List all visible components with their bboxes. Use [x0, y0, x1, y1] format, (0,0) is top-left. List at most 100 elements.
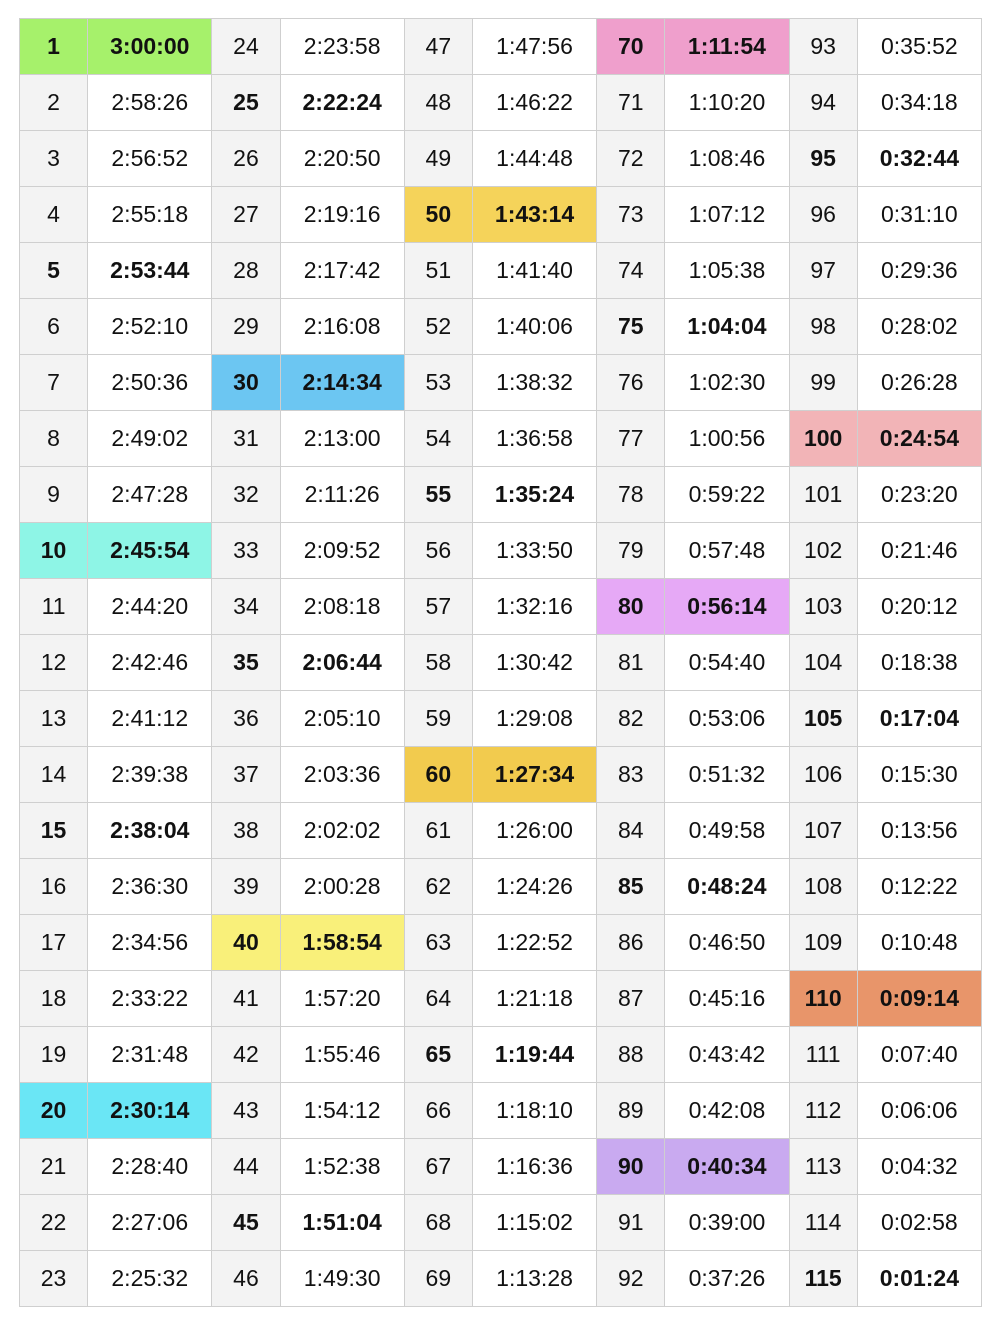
entry-number: 55: [403, 466, 473, 523]
entry-number: 53: [403, 354, 473, 411]
entry-number: 7: [18, 354, 89, 411]
entry-time: 0:53:06: [664, 690, 790, 747]
entry-number: 16: [18, 858, 89, 915]
entry-number: 41: [211, 970, 281, 1027]
entry-time: 0:59:22: [664, 466, 790, 523]
entry-number: 71: [596, 74, 666, 131]
entry-time: 2:55:18: [87, 186, 213, 243]
entry-time: 1:49:30: [279, 1250, 405, 1307]
entry-number: 77: [596, 410, 666, 467]
entry-time: 1:00:56: [664, 410, 790, 467]
entry-time: 0:46:50: [664, 914, 790, 971]
entry-number: 11: [18, 578, 89, 635]
entry-number: 67: [403, 1138, 473, 1195]
entry-time: 1:47:56: [471, 18, 598, 75]
entry-number: 88: [596, 1026, 666, 1083]
entry-number: 85: [596, 858, 666, 915]
entry-number: 83: [596, 746, 666, 803]
entry-number: 74: [596, 242, 666, 299]
entry-time: 0:54:40: [664, 634, 790, 691]
entry-number: 1: [18, 18, 89, 75]
entry-number: 68: [403, 1194, 473, 1251]
entry-time: 1:26:00: [471, 802, 598, 859]
entry-time: 2:47:28: [87, 466, 213, 523]
entry-time: 0:34:18: [856, 74, 983, 131]
entry-time: 0:43:42: [664, 1026, 790, 1083]
entry-number: 76: [596, 354, 666, 411]
entry-time: 1:19:44: [471, 1026, 598, 1083]
entry-number: 23: [18, 1250, 89, 1307]
entry-number: 21: [18, 1138, 89, 1195]
entry-time: 1:46:22: [471, 74, 598, 131]
entry-time: 2:05:10: [279, 690, 405, 747]
entry-number: 57: [403, 578, 473, 635]
table-row: 1 3:00:00 24 2:23:58 47 1:47:56 70 1:11:54 93 0:3…: [18, 18, 983, 75]
entry-number: 84: [596, 802, 666, 859]
entry-number: 19: [18, 1026, 89, 1083]
entry-number: 72: [596, 130, 666, 187]
entry-time: 1:58:54: [279, 914, 405, 971]
entry-time: 1:54:12: [279, 1082, 405, 1139]
entry-time: 1:57:20: [279, 970, 405, 1027]
entry-time: 0:01:24: [856, 1250, 983, 1307]
table-row: 3 2:56:52 26 2:20:50 49 1:44:48 72 1:08:46 95 0:3…: [18, 130, 983, 187]
entry-time: 1:22:52: [471, 914, 598, 971]
entry-number: 61: [403, 802, 473, 859]
entry-time: 0:15:30: [856, 746, 983, 803]
entry-number: 100: [788, 410, 858, 467]
entry-number: 93: [788, 18, 858, 75]
entry-number: 107: [788, 802, 858, 859]
entry-number: 73: [596, 186, 666, 243]
entry-time: 0:57:48: [664, 522, 790, 579]
entry-number: 58: [403, 634, 473, 691]
entry-number: 87: [596, 970, 666, 1027]
entry-time: 2:33:22: [87, 970, 213, 1027]
entry-number: 111: [788, 1026, 858, 1083]
entry-time: 1:29:08: [471, 690, 598, 747]
entry-time: 2:13:00: [279, 410, 405, 467]
entry-number: 4: [18, 186, 89, 243]
entry-number: 95: [788, 130, 858, 187]
entry-time: 0:10:48: [856, 914, 983, 971]
table-row: 5 2:53:44 28 2:17:42 51 1:41:40 74 1:05:38 97 0:2…: [18, 242, 983, 299]
entry-number: 81: [596, 634, 666, 691]
entry-number: 29: [211, 298, 281, 355]
entry-time: 2:45:54: [87, 522, 213, 579]
entry-time: 1:41:40: [471, 242, 598, 299]
entry-time: 1:43:14: [471, 186, 598, 243]
entry-time: 1:52:38: [279, 1138, 405, 1195]
entry-time: 0:09:14: [856, 970, 983, 1027]
entry-time: 2:03:36: [279, 746, 405, 803]
entry-number: 69: [403, 1250, 473, 1307]
entry-number: 79: [596, 522, 666, 579]
entry-time: 0:26:28: [856, 354, 983, 411]
entry-number: 14: [18, 746, 89, 803]
entry-time: 0:29:36: [856, 242, 983, 299]
entry-number: 63: [403, 914, 473, 971]
entry-time: 2:34:56: [87, 914, 213, 971]
entry-number: 101: [788, 466, 858, 523]
entry-time: 0:37:26: [664, 1250, 790, 1307]
entry-number: 109: [788, 914, 858, 971]
entry-number: 37: [211, 746, 281, 803]
entry-number: 104: [788, 634, 858, 691]
entry-number: 103: [788, 578, 858, 635]
entry-number: 47: [403, 18, 473, 75]
entry-number: 94: [788, 74, 858, 131]
entry-time: 0:49:58: [664, 802, 790, 859]
entry-number: 5: [18, 242, 89, 299]
entry-number: 89: [596, 1082, 666, 1139]
entry-time: 0:21:46: [856, 522, 983, 579]
entry-number: 6: [18, 298, 89, 355]
entry-number: 110: [788, 970, 858, 1027]
entry-time: 1:04:04: [664, 298, 790, 355]
entry-number: 90: [596, 1138, 666, 1195]
table-row: 6 2:52:10 29 2:16:08 52 1:40:06 75 1:04:04 98 0:2…: [18, 298, 983, 355]
entry-time: 3:00:00: [87, 18, 213, 75]
entry-number: 15: [18, 802, 89, 859]
entry-number: 30: [211, 354, 281, 411]
entry-number: 12: [18, 634, 89, 691]
entry-number: 65: [403, 1026, 473, 1083]
entry-time: 2:08:18: [279, 578, 405, 635]
entry-number: 34: [211, 578, 281, 635]
